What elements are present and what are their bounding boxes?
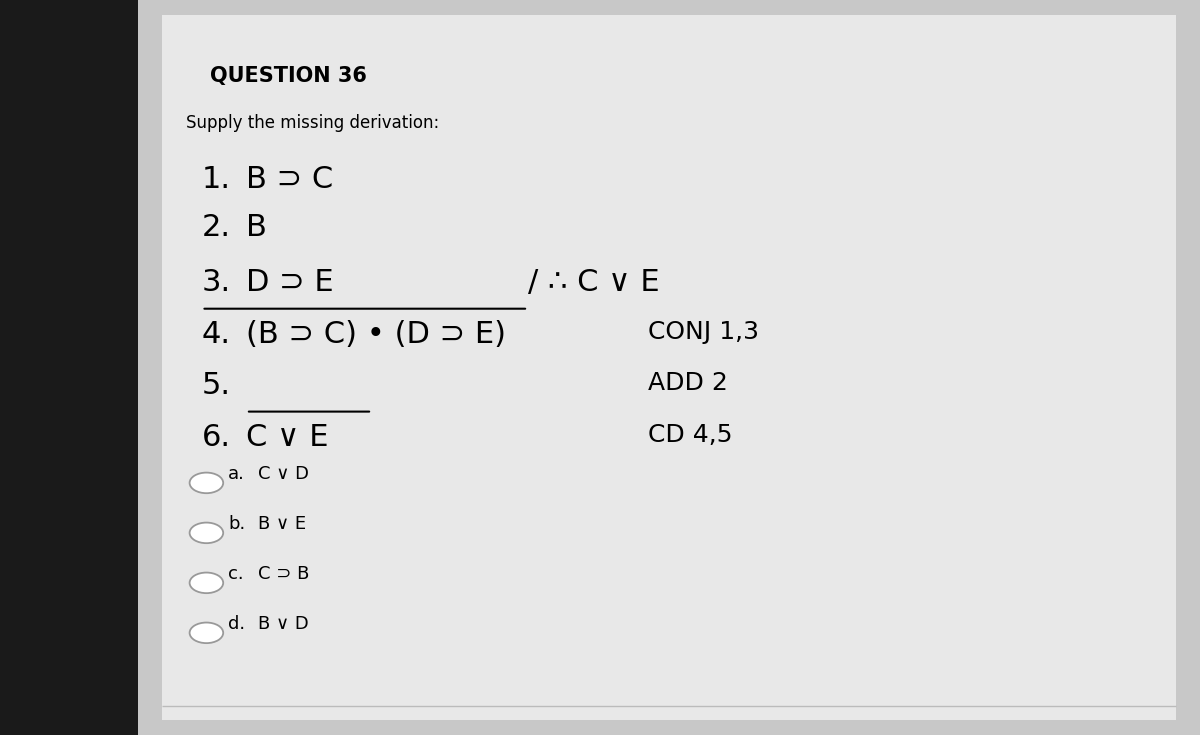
Text: b.: b.	[228, 515, 245, 533]
FancyBboxPatch shape	[0, 0, 138, 735]
Text: B: B	[246, 213, 266, 242]
Text: 1.: 1.	[202, 165, 230, 194]
Circle shape	[190, 623, 223, 643]
Text: ADD 2: ADD 2	[648, 371, 728, 395]
Text: D ⊃ E: D ⊃ E	[246, 268, 334, 297]
Circle shape	[190, 573, 223, 593]
Text: C ∨ D: C ∨ D	[258, 465, 310, 483]
Text: B ∨ E: B ∨ E	[258, 515, 306, 533]
Text: 5.: 5.	[202, 371, 230, 400]
Text: QUESTION 36: QUESTION 36	[210, 66, 367, 86]
Text: / ∴ C ∨ E: / ∴ C ∨ E	[528, 268, 660, 297]
FancyBboxPatch shape	[162, 15, 1176, 720]
Text: C ⊃ B: C ⊃ B	[258, 565, 310, 583]
Text: CONJ 1,3: CONJ 1,3	[648, 320, 760, 344]
Circle shape	[190, 523, 223, 543]
Text: CD 4,5: CD 4,5	[648, 423, 732, 447]
Text: d.: d.	[228, 615, 245, 633]
Text: 6.: 6.	[202, 423, 230, 451]
Text: c.: c.	[228, 565, 244, 583]
Text: (B ⊃ C) • (D ⊃ E): (B ⊃ C) • (D ⊃ E)	[246, 320, 506, 348]
Text: C ∨ E: C ∨ E	[246, 423, 329, 451]
Text: B ∨ D: B ∨ D	[258, 615, 308, 633]
Circle shape	[190, 473, 223, 493]
Text: B ⊃ C: B ⊃ C	[246, 165, 334, 194]
Text: 3.: 3.	[202, 268, 230, 297]
Text: Supply the missing derivation:: Supply the missing derivation:	[186, 114, 439, 132]
Text: 2.: 2.	[202, 213, 230, 242]
Text: 4.: 4.	[202, 320, 230, 348]
Text: a.: a.	[228, 465, 245, 483]
